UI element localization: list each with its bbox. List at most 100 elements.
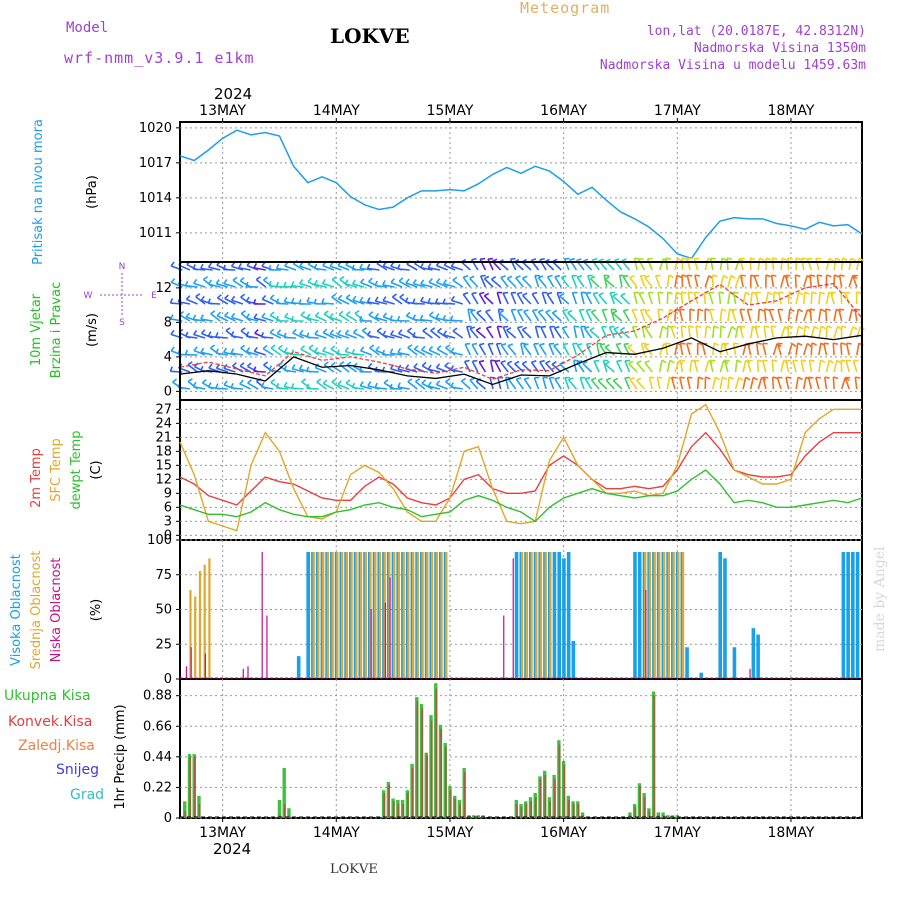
cloud-bar-low xyxy=(266,615,268,678)
wind-barb xyxy=(496,326,502,339)
wind-barb-flag xyxy=(268,365,273,371)
wind-barb xyxy=(467,309,472,322)
wind-frame-top xyxy=(179,261,863,401)
wind-barb-flag xyxy=(562,325,568,329)
pressure-tick-label: 1014 xyxy=(139,191,172,206)
wind-barb-flag xyxy=(589,327,595,331)
wind-barb xyxy=(845,360,850,373)
wind-barb-flag xyxy=(593,359,600,362)
wind-barb-flag xyxy=(813,325,819,330)
wind-barb xyxy=(421,382,433,390)
wind-barb xyxy=(696,308,700,322)
wind-barb xyxy=(563,258,570,271)
wind-barb-flag xyxy=(484,275,490,280)
wind-barb xyxy=(352,283,365,288)
wind-barb xyxy=(633,258,638,271)
wind-barb-flag xyxy=(698,376,704,380)
wind-barb-flag xyxy=(554,376,560,380)
wind-barb-flag xyxy=(445,344,451,349)
wind-barb-flag xyxy=(781,257,788,261)
wind-barb xyxy=(674,258,679,271)
wind-barb xyxy=(479,275,487,288)
wind-barb xyxy=(436,264,448,271)
wind-barb xyxy=(631,309,638,322)
wind-barb xyxy=(780,275,785,288)
wind-barb-flag xyxy=(223,380,228,386)
wind-barb xyxy=(483,278,494,288)
wind-barb xyxy=(469,277,479,288)
wind-barb-flag xyxy=(345,310,351,316)
wind-barb-flag xyxy=(420,296,425,302)
wind-barb-flag xyxy=(573,359,579,362)
temperature-t2m-line xyxy=(179,431,862,506)
wind-barb xyxy=(202,278,214,288)
wind-barb-flag xyxy=(170,261,175,267)
wind-barb xyxy=(644,277,653,288)
wind-barb-flag xyxy=(224,294,229,300)
wind-barb-flag xyxy=(230,383,234,389)
wind-barb-flag xyxy=(224,311,229,317)
wind-barb-flag xyxy=(314,311,320,317)
wind-barb xyxy=(497,309,502,322)
wind-barb xyxy=(443,302,456,305)
wind-barb-flag xyxy=(538,275,544,279)
precip-bar-convective xyxy=(449,790,452,818)
wind-barb xyxy=(838,309,843,322)
wind-barb-flag xyxy=(820,308,826,313)
wind-barb xyxy=(560,276,570,288)
wind-barb xyxy=(337,383,350,390)
wind-barb-flag xyxy=(809,308,816,311)
wind-barb xyxy=(337,298,350,305)
wind-barb-flag xyxy=(517,291,523,295)
wind-barb xyxy=(848,258,852,271)
wind-barb-flag xyxy=(207,298,211,304)
wind-barb-flag xyxy=(731,326,737,331)
wind-barb-flag xyxy=(352,328,358,334)
wind-barb-flag xyxy=(434,298,439,304)
wind-barb xyxy=(578,309,585,322)
wind-barb-flag xyxy=(321,278,327,284)
wind-barb-flag xyxy=(405,364,410,370)
wind-barb-flag xyxy=(738,376,744,382)
wind-barb xyxy=(497,377,502,390)
wind-barb xyxy=(708,309,714,322)
wind-barb xyxy=(749,377,755,390)
cloud-bar-mid xyxy=(549,552,552,678)
wind-barb-flag xyxy=(613,326,619,330)
wind-barb xyxy=(712,377,716,390)
wind-barb xyxy=(674,360,680,373)
wind-barb xyxy=(345,297,358,305)
wind-barb xyxy=(407,381,418,390)
wind-barb xyxy=(571,343,578,356)
wind-barb xyxy=(500,344,509,356)
wind-barb-flag xyxy=(216,311,222,317)
wind-barb xyxy=(382,284,395,288)
wind-barb xyxy=(580,326,585,339)
wind-barb-flag xyxy=(767,291,773,296)
wind-barb-flag xyxy=(855,376,861,379)
wind-barb-flag xyxy=(787,325,794,329)
day-label-top: 15MAY xyxy=(426,103,473,119)
wind-barb-flag xyxy=(523,309,529,313)
wind-barb xyxy=(374,386,388,390)
wind-barb-flag xyxy=(382,330,387,336)
wind-barb-flag xyxy=(415,378,421,383)
cloud-bar-high xyxy=(841,552,846,678)
wind-barb-flag xyxy=(464,359,470,363)
wind-barb xyxy=(664,343,669,356)
wind-barb xyxy=(739,275,744,288)
cloud-bar-low xyxy=(261,552,263,678)
wind-barb xyxy=(436,281,448,288)
wind-barb xyxy=(382,299,395,305)
cloud-bar-high xyxy=(562,558,566,678)
wind-barb-flag xyxy=(421,361,427,367)
wind-barb-flag xyxy=(577,342,583,346)
wind-barb-flag xyxy=(200,295,205,301)
wind-barb xyxy=(742,292,747,305)
wind-barb-flag xyxy=(344,329,350,335)
wind-barb xyxy=(640,343,646,356)
wind-barb xyxy=(770,275,775,288)
wind-barb-flag xyxy=(428,277,433,283)
day-label-bottom: 14MAY xyxy=(313,825,360,841)
day-label-top: 18MAY xyxy=(767,103,814,119)
